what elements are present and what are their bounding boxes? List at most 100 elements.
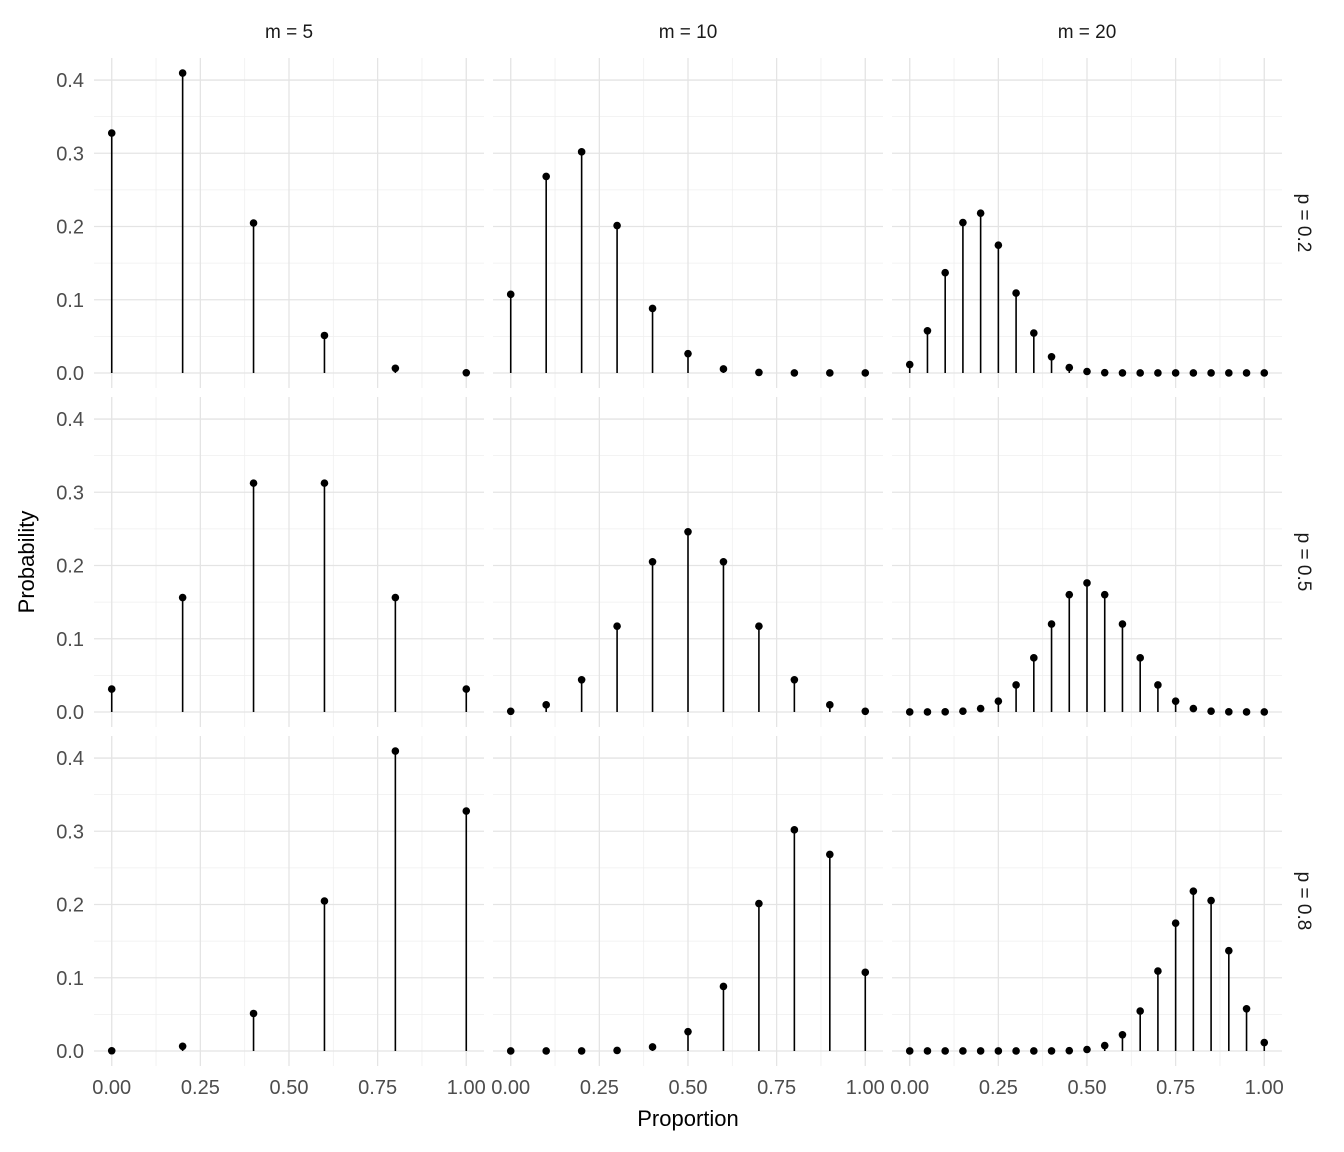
data-point xyxy=(1136,369,1144,377)
data-point xyxy=(1012,1047,1020,1055)
data-point xyxy=(1100,368,1109,377)
panel-r2-c0: 0.0 0.1 0.2 0.3 0.4 0.00 0.25 0.50 0.75 1.00 xyxy=(56,736,486,1099)
data-point xyxy=(1225,708,1233,716)
data-point xyxy=(790,675,799,684)
data-point xyxy=(1083,1045,1091,1054)
data-point xyxy=(577,148,586,156)
x-tick-label: 0.75 xyxy=(757,1077,796,1099)
facet-strip-m20: m = 20 xyxy=(1057,22,1117,43)
x-tick-label: 0.25 xyxy=(979,1077,1018,1099)
data-point xyxy=(1189,887,1198,895)
data-point xyxy=(648,304,657,313)
data-point xyxy=(462,807,471,815)
y-tick-label: 0.4 xyxy=(56,748,84,770)
data-point xyxy=(755,622,763,630)
data-point xyxy=(941,1047,949,1055)
data-point xyxy=(1171,369,1180,377)
data-point xyxy=(391,364,400,373)
data-point xyxy=(391,747,400,755)
data-point xyxy=(1225,369,1233,377)
data-point xyxy=(506,707,515,716)
data-point xyxy=(1207,896,1215,905)
y-tick-label: 0.1 xyxy=(56,968,84,990)
x-tick-label: 1.00 xyxy=(447,1077,486,1099)
data-point xyxy=(1030,654,1038,662)
y-tick-label: 0.2 xyxy=(56,217,84,239)
data-point xyxy=(1100,1041,1109,1050)
panel-r0-c2 xyxy=(892,58,1282,388)
panel-r0-c0: 0.0 0.1 0.2 0.3 0.4 xyxy=(56,58,484,388)
x-tick-label: 0.00 xyxy=(491,1077,530,1099)
data-point xyxy=(1118,620,1127,628)
data-point xyxy=(577,1047,586,1055)
x-tick-label: 0.25 xyxy=(580,1077,619,1099)
data-point xyxy=(1260,369,1269,377)
data-point xyxy=(320,479,329,487)
data-point xyxy=(976,704,985,713)
panel-r0-c1 xyxy=(493,58,883,388)
data-point xyxy=(178,593,187,602)
data-point xyxy=(976,209,985,217)
panel-r1-c0: 0.0 0.1 0.2 0.3 0.4 xyxy=(56,397,484,727)
data-point xyxy=(107,1046,116,1055)
data-point xyxy=(462,368,471,377)
data-point xyxy=(648,557,657,566)
data-point xyxy=(861,369,870,377)
data-point xyxy=(542,172,550,181)
data-point xyxy=(1242,708,1251,716)
y-tick-label: 0.4 xyxy=(56,70,84,92)
data-point xyxy=(1207,707,1215,715)
data-point xyxy=(1047,352,1056,361)
y-tick-label: 0.2 xyxy=(56,556,84,578)
data-point xyxy=(1189,704,1198,713)
x-tick-label: 1.00 xyxy=(846,1077,885,1099)
data-point xyxy=(1225,946,1233,955)
data-point xyxy=(826,701,834,709)
data-point xyxy=(905,360,914,369)
data-point xyxy=(1154,369,1162,377)
y-tick-label: 0.2 xyxy=(56,895,84,917)
data-point xyxy=(1100,590,1109,599)
data-point xyxy=(1242,1004,1251,1013)
data-point xyxy=(1154,681,1162,689)
data-point xyxy=(790,369,799,377)
data-point xyxy=(994,697,1003,705)
data-point xyxy=(178,1042,187,1051)
y-tick-label: 0.0 xyxy=(56,702,84,724)
x-tick-label: 0.00 xyxy=(92,1077,131,1099)
data-point xyxy=(1083,579,1091,587)
data-point xyxy=(249,219,258,227)
data-point xyxy=(1065,363,1074,372)
data-point xyxy=(684,1027,692,1036)
facet-strip-m10: m = 10 xyxy=(658,22,718,43)
data-point xyxy=(249,479,258,487)
panel-r2-c2: 0.00 0.25 0.50 0.75 1.00 xyxy=(890,736,1284,1099)
y-tick-label: 0.0 xyxy=(56,363,84,385)
data-point xyxy=(905,1047,914,1055)
data-point xyxy=(542,1047,550,1055)
panel-r1-c2 xyxy=(892,397,1282,727)
data-point xyxy=(1012,289,1020,297)
facet-strip-p05: p = 0.5 xyxy=(1293,532,1314,592)
data-point xyxy=(719,557,728,566)
x-tick-label: 1.00 xyxy=(1245,1077,1284,1099)
x-tick-label: 0.25 xyxy=(181,1077,220,1099)
x-tick-label: 0.75 xyxy=(358,1077,397,1099)
y-tick-label: 0.3 xyxy=(56,482,84,504)
data-point xyxy=(719,982,728,991)
data-point xyxy=(107,685,116,693)
x-tick-label: 0.75 xyxy=(1156,1077,1195,1099)
data-point xyxy=(506,1047,515,1055)
data-point xyxy=(719,365,728,373)
data-point xyxy=(1012,681,1020,689)
data-point xyxy=(1047,1047,1056,1055)
data-point xyxy=(959,707,967,715)
y-tick-label: 0.1 xyxy=(56,629,84,651)
data-point xyxy=(1118,369,1127,377)
facet-strip-m5: m = 5 xyxy=(264,22,314,43)
data-point xyxy=(923,1047,932,1055)
data-point xyxy=(959,218,967,227)
data-point xyxy=(1030,1047,1038,1055)
